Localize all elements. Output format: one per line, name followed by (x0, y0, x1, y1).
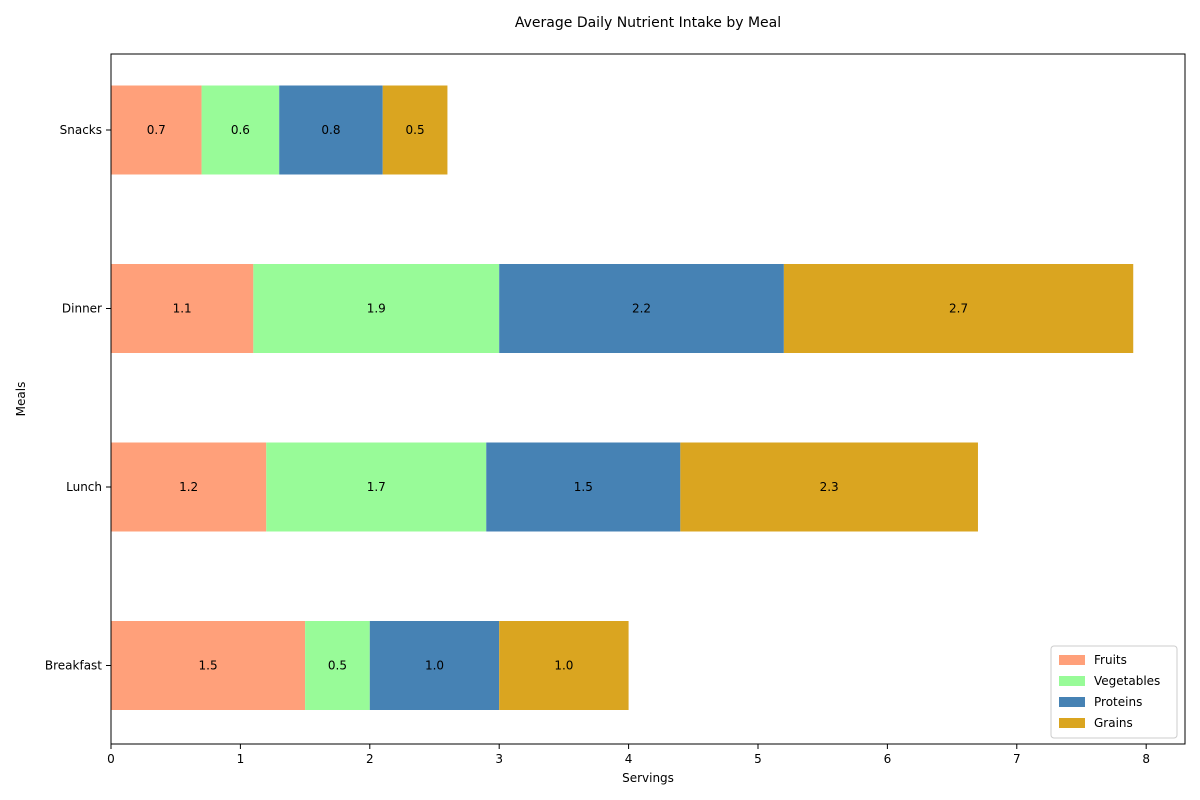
plot-frame (110, 53, 1186, 745)
legend: Fruits Vegetables Proteins Grains (1050, 645, 1178, 739)
bar-label: 0.5 (328, 659, 347, 673)
bar-lunch-proteins (486, 442, 681, 532)
bar-lunch-fruits (111, 442, 267, 532)
x-tick-label: 4 (625, 752, 633, 766)
bar-lunch-grains (680, 442, 978, 532)
bar-breakfast-vegetables (305, 621, 370, 710)
bar-snacks-grains (382, 85, 448, 175)
x-axis-label: Servings (622, 771, 674, 785)
y-tick-label: Lunch (66, 480, 102, 494)
bar-lunch-vegetables (266, 442, 487, 532)
bar-label: 0.6 (231, 123, 250, 137)
bar-breakfast-fruits (111, 621, 306, 710)
y-tick-label: Snacks (60, 123, 102, 137)
bar-snacks-proteins (279, 85, 383, 175)
legend-label-vegetables: Vegetables (1094, 674, 1160, 688)
legend-frame (1050, 645, 1178, 739)
bar-dinner-grains (783, 264, 1134, 353)
bar-dinner-vegetables (253, 264, 500, 353)
bar-label: 1.7 (367, 480, 386, 494)
legend-swatch-fruits (1059, 655, 1085, 665)
x-tick-label: 7 (1013, 752, 1021, 766)
legend-label-fruits: Fruits (1094, 653, 1127, 667)
x-tick-label: 1 (237, 752, 245, 766)
bar-label: 1.5 (574, 480, 593, 494)
x-tick-label: 5 (754, 752, 762, 766)
bar-label: 2.7 (949, 302, 968, 316)
x-tick-label: 6 (884, 752, 892, 766)
x-tick-label: 8 (1142, 752, 1150, 766)
bar-breakfast-grains (499, 621, 629, 710)
y-tick-label: Dinner (62, 302, 102, 316)
bar-snacks-fruits (111, 85, 202, 175)
bar-label: 1.1 (173, 302, 192, 316)
legend-swatch-proteins (1059, 697, 1085, 707)
x-tick-label: 0 (107, 752, 115, 766)
bar-label: 1.9 (367, 302, 386, 316)
bar-dinner-fruits (111, 264, 254, 353)
legend-swatch-vegetables (1059, 676, 1085, 686)
bar-label: 1.0 (425, 659, 444, 673)
bar-label: 0.7 (147, 123, 166, 137)
chart-title: Average Daily Nutrient Intake by Meal (515, 15, 781, 31)
bar-label: 2.3 (820, 480, 839, 494)
bars-group: 1.5 0.5 1.0 1.0 1.2 1.7 1.5 2.3 1.1 1.9 2.2 2.7 0.7 0… (111, 85, 1134, 710)
x-axis: 0 1 2 3 4 5 6 7 8 (107, 744, 1150, 766)
bar-label: 0.5 (406, 123, 425, 137)
x-tick-label: 3 (495, 752, 503, 766)
bar-label: 0.8 (321, 123, 340, 137)
y-axis: Breakfast Lunch Dinner Snacks (45, 123, 111, 673)
bar-label: 1.0 (554, 659, 573, 673)
legend-swatch-grains (1059, 718, 1085, 728)
x-tick-label: 2 (366, 752, 374, 766)
bar-label: 2.2 (632, 302, 651, 316)
bar-breakfast-proteins (369, 621, 500, 710)
bar-snacks-vegetables (201, 85, 280, 175)
legend-label-proteins: Proteins (1094, 695, 1142, 709)
bar-label: 1.2 (179, 480, 198, 494)
y-axis-label: Meals (14, 382, 28, 417)
bar-dinner-proteins (499, 264, 784, 353)
y-tick-label: Breakfast (45, 659, 102, 673)
bar-label: 1.5 (199, 659, 218, 673)
legend-label-grains: Grains (1094, 716, 1133, 730)
